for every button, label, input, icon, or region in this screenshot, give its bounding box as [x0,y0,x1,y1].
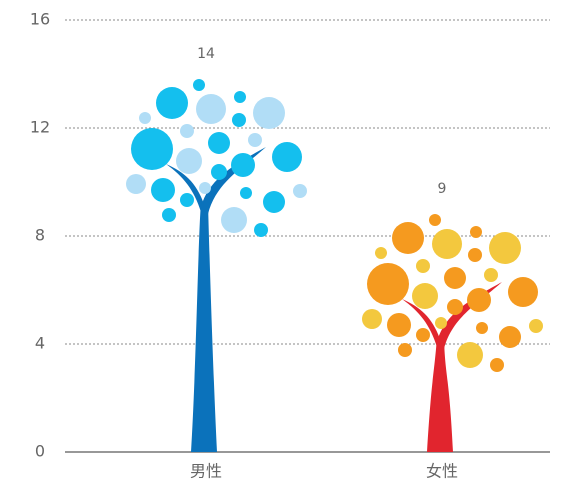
leaf [199,182,211,194]
leaf [272,142,302,172]
leaf [529,319,543,333]
y-tick-label: 16 [30,10,50,29]
leaf [387,313,411,337]
leaf [126,174,146,194]
leaf [432,229,462,259]
leaf [468,248,482,262]
leaf [416,328,430,342]
leaf [447,299,463,315]
leaf [499,326,521,348]
trunk [427,337,453,452]
leaf [416,259,430,273]
leaf [457,342,483,368]
leaf [293,184,307,198]
leaf [162,208,176,222]
value-label: 9 [438,181,447,197]
leaf [508,277,538,307]
leaf [263,191,285,213]
leaf [392,222,424,254]
y-tick-label: 4 [35,334,45,353]
leaf [232,113,246,127]
branch [201,147,266,214]
chart: 0 4 8 12 16 男性 14 女性 9 [0,0,566,489]
leaf [444,267,466,289]
leaf [375,247,387,259]
leaf [362,309,382,329]
leaf [489,232,521,264]
leaf [412,283,438,309]
x-tick-label: 男性 [190,462,222,481]
leaf [180,193,194,207]
leaf [221,207,247,233]
trunk [191,202,217,452]
leaf [234,91,246,103]
leaf [240,187,252,199]
leaf [490,358,504,372]
leaf [253,97,285,129]
leaf [429,214,441,226]
tree [126,79,307,452]
leaf [180,124,194,138]
tree [362,214,543,452]
leaf [476,322,488,334]
leaf [208,132,230,154]
y-tick-label: 0 [35,442,45,461]
leaf [193,79,205,91]
x-tick-label: 女性 [426,462,458,481]
leaf [151,178,175,202]
leaf [467,288,491,312]
leaf [231,153,255,177]
leaf [211,164,227,180]
y-tick-label: 12 [30,118,50,137]
leaf [176,148,202,174]
branch [437,282,502,349]
leaf [248,133,262,147]
leaf [367,263,409,305]
leaf [254,223,268,237]
y-tick-label: 8 [35,226,45,245]
leaf [484,268,498,282]
leaf [139,112,151,124]
leaf [196,94,226,124]
leaf [131,128,173,170]
leaf [435,317,447,329]
leaf [470,226,482,238]
value-label: 14 [197,46,215,62]
leaf [398,343,412,357]
leaf [156,87,188,119]
